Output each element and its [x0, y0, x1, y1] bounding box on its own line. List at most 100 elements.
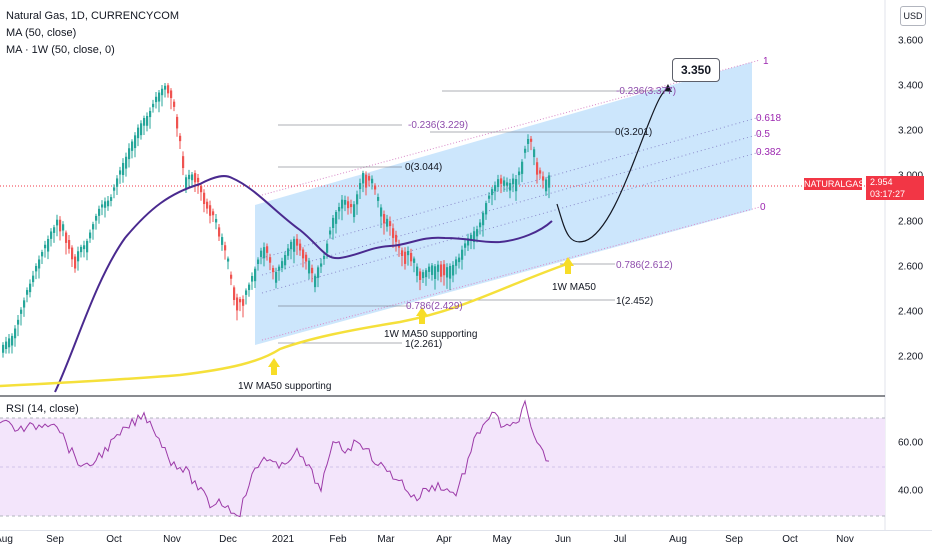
candle [221, 237, 224, 245]
candle [65, 232, 68, 243]
price-tick: 3.400 [898, 80, 924, 92]
candle [296, 238, 299, 246]
candle [395, 234, 398, 242]
time-axis[interactable]: Aug Sep Oct Nov Dec 2021 Feb Mar Apr May… [0, 530, 932, 551]
price-tick: 2.600 [898, 261, 924, 273]
candle [239, 299, 242, 303]
candle [422, 272, 425, 279]
channel-level-label: 0.618 [756, 113, 781, 124]
candle [293, 239, 296, 252]
candle [272, 268, 275, 273]
fib-label: 0(3.044) [405, 162, 442, 173]
candle [482, 212, 485, 226]
indicator-ma50[interactable]: MA (50, close) [6, 27, 77, 39]
candle [140, 123, 143, 136]
candle [95, 215, 98, 221]
candle [512, 178, 515, 185]
candle [380, 207, 383, 217]
candle [89, 232, 92, 239]
projection-curve [556, 87, 669, 243]
candle [41, 251, 44, 257]
candle [161, 88, 164, 96]
candle [32, 275, 35, 283]
candle [92, 224, 95, 230]
candle [185, 177, 188, 189]
candle [539, 170, 542, 174]
candle [245, 290, 248, 295]
candle [374, 185, 377, 190]
candle [284, 255, 287, 266]
candle [128, 148, 131, 160]
candle [251, 276, 254, 282]
candle [503, 180, 506, 186]
candle [11, 335, 14, 346]
indicator-ma1w[interactable]: MA · 1W (50, close, 0) [6, 44, 115, 56]
price-tick: 2.400 [898, 306, 924, 318]
candle [443, 264, 446, 276]
candle [149, 110, 152, 118]
candle [203, 192, 206, 205]
note-label: 1W MA50 [552, 282, 596, 293]
candle [5, 341, 8, 349]
candle [20, 309, 23, 314]
time-tick: Oct [782, 534, 798, 545]
channel-level-label: 0 [760, 202, 766, 213]
candle [50, 231, 53, 239]
candle [155, 96, 158, 103]
candle [530, 138, 533, 142]
channel-lower-line [261, 206, 761, 341]
candle [461, 249, 464, 260]
candle [299, 243, 302, 251]
candle [257, 259, 260, 264]
currency-button[interactable]: USD [900, 6, 926, 26]
candle [329, 230, 332, 235]
arrow-up-icon [416, 307, 428, 324]
time-tick: Aug [669, 534, 687, 545]
candle [359, 183, 362, 190]
candle [215, 218, 218, 223]
candle [209, 205, 212, 216]
rsi-tick: 40.00 [898, 485, 924, 497]
candle [362, 172, 365, 184]
candle [356, 194, 359, 205]
candle [419, 271, 422, 280]
candle [527, 139, 530, 144]
rsi-band [0, 418, 885, 516]
candle [110, 197, 113, 201]
candle [386, 218, 389, 227]
candle [491, 189, 494, 196]
candle [368, 176, 371, 181]
candle [506, 182, 509, 186]
candle [158, 92, 161, 102]
candle [44, 244, 47, 249]
candle [179, 135, 182, 142]
candle [269, 257, 272, 263]
candle [536, 162, 539, 175]
candle [113, 187, 116, 191]
candle [470, 234, 473, 241]
candle [59, 219, 62, 232]
fib-label: -0.236(3.229) [408, 120, 468, 131]
symbol-title[interactable]: Natural Gas, 1D, CURRENCYCOM [6, 10, 179, 22]
candle [17, 319, 20, 325]
chart-legend: Natural Gas, 1D, CURRENCYCOM MA (50, clo… [6, 8, 179, 59]
candle [410, 252, 413, 262]
candle [464, 243, 467, 248]
candle [56, 219, 59, 226]
candle [53, 227, 56, 233]
rsi-legend[interactable]: RSI (14, close) [6, 403, 79, 415]
candle [401, 250, 404, 256]
candle [437, 264, 440, 272]
candle [344, 199, 347, 205]
price-tick: 2.200 [898, 351, 924, 363]
last-price-tag: NATURALGAS 2.954 03:17:27 [804, 176, 924, 200]
candle [548, 175, 551, 188]
channel-level-label: 0.5 [756, 129, 770, 140]
candle [350, 204, 353, 208]
time-tick: May [492, 534, 512, 545]
channel-level-label: 1 [763, 56, 769, 67]
candle [278, 266, 281, 271]
candle [176, 116, 179, 129]
candle [542, 176, 545, 181]
